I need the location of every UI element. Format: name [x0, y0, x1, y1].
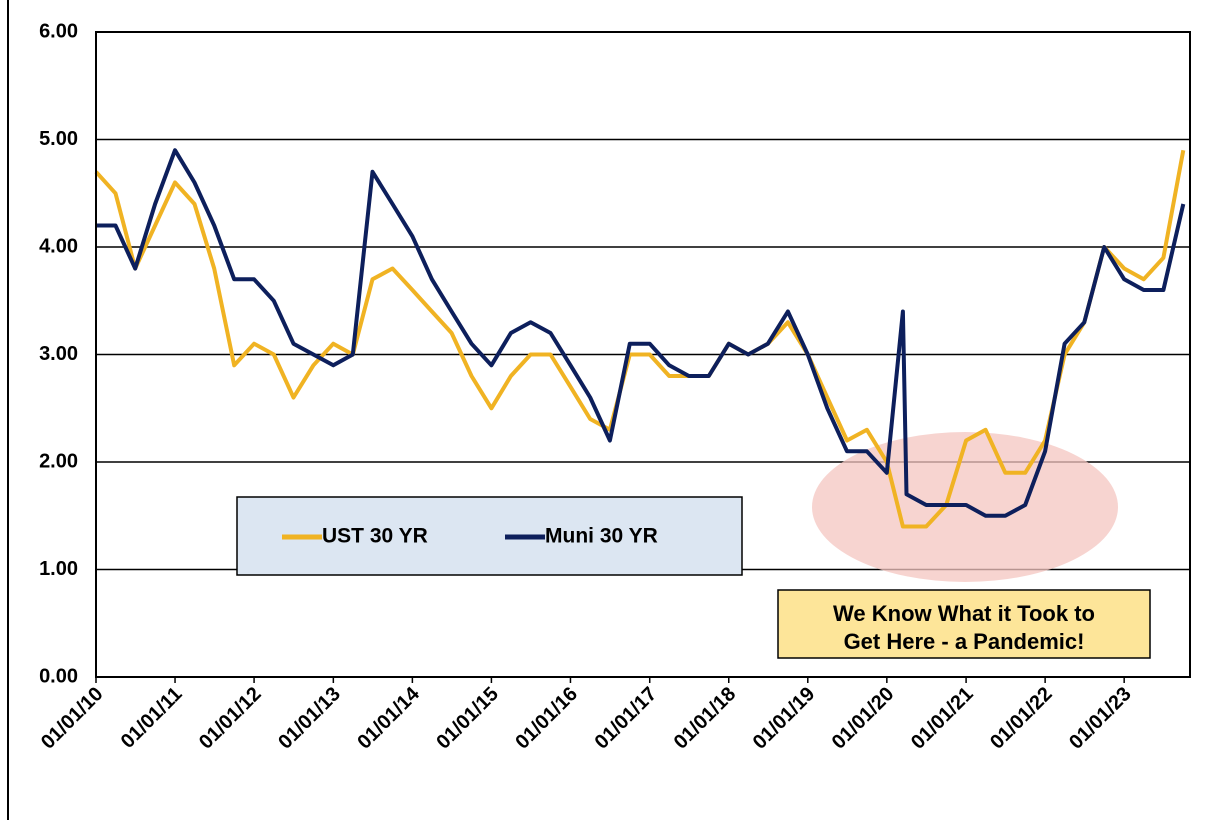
- annotation-box: [777, 589, 1151, 659]
- x-tick-label: 01/01/16: [511, 683, 582, 754]
- y-tick-label: 3.00: [39, 343, 78, 365]
- legend-label: UST 30 YR: [322, 525, 428, 548]
- y-tick-label: 0.00: [39, 665, 78, 687]
- series-line: [94, 149, 1186, 529]
- lines: [94, 148, 1186, 529]
- x-tick-label: 01/01/19: [749, 683, 820, 754]
- y-tick-label: 6.00: [39, 20, 78, 42]
- x-tick-label: 01/01/14: [353, 682, 424, 753]
- series-line: [96, 148, 1186, 518]
- x-tick-label: 01/01/18: [670, 683, 741, 754]
- plot-border: [95, 31, 1191, 678]
- x-tick-label: 01/01/17: [591, 683, 662, 754]
- x-tick-label: 01/01/10: [37, 683, 108, 754]
- y-tick-label: 5.00: [39, 128, 78, 150]
- annotation: We Know What it Took to: [833, 601, 1095, 626]
- x-tick-label: 01/01/15: [432, 683, 503, 754]
- y-tick-label: 4.00: [39, 235, 78, 257]
- legend-entries: UST 30 YR Muni 30 YR: [282, 525, 658, 548]
- x-tick-label: 01/01/11: [117, 683, 187, 753]
- x-tick-label: 01/01/20: [828, 683, 899, 754]
- x-tick-label: 01/01/22: [986, 683, 1057, 754]
- x-tick-label: 01/01/23: [1065, 683, 1136, 754]
- x-tick-label: 01/01/12: [195, 683, 266, 754]
- y-tick-label: 1.00: [39, 558, 78, 580]
- legend-label: Muni 30 YR: [545, 525, 658, 548]
- y-tick-label: 2.00: [39, 450, 78, 472]
- annotation: Get Here - a Pandemic!: [844, 629, 1085, 654]
- x-tick-label: 01/01/13: [274, 683, 345, 754]
- x-tick-label: 01/01/21: [907, 683, 978, 754]
